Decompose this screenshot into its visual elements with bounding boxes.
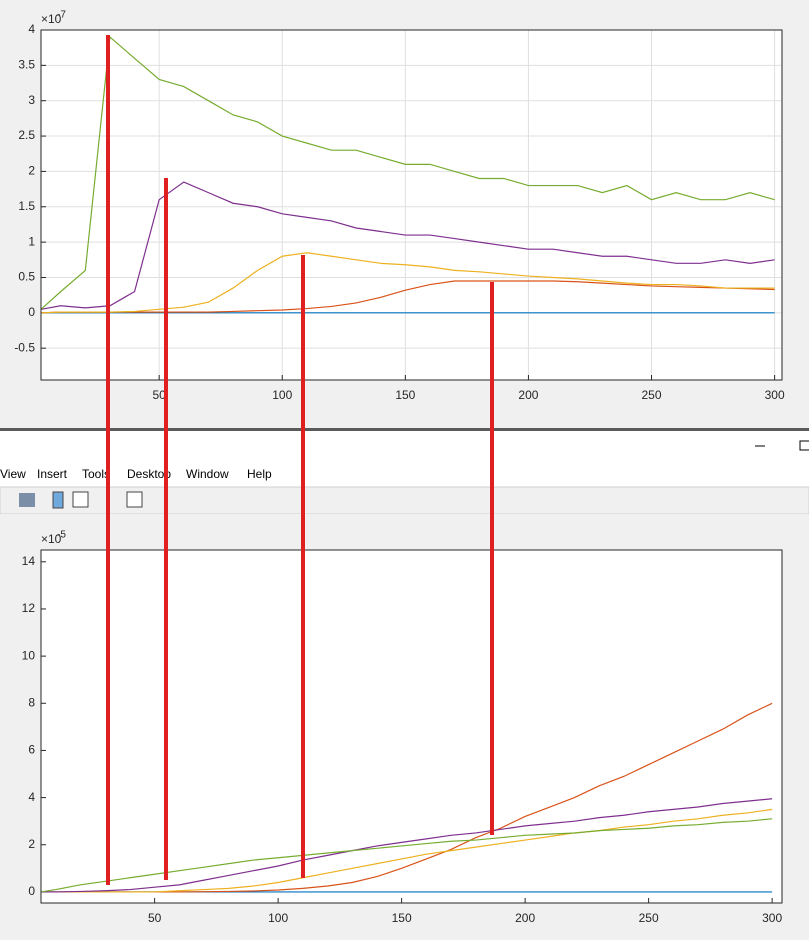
y-tick-label: 0: [28, 884, 35, 898]
x-tick-label: 50: [152, 388, 166, 402]
exponent-power: -7: [57, 10, 66, 21]
data-line: [40, 35, 775, 310]
menu-item[interactable]: Insert: [37, 467, 68, 481]
y-tick-label: 14: [22, 554, 36, 568]
y-tick-label: 1.5: [18, 199, 35, 213]
exponent-base: ×10: [41, 12, 62, 26]
y-tick-label: 10: [22, 648, 36, 662]
x-tick-label: 200: [515, 911, 535, 925]
x-tick-label: 150: [395, 388, 415, 402]
x-tick-label: 200: [518, 388, 538, 402]
x-tick-label: 250: [642, 388, 662, 402]
x-tick-label: 50: [148, 911, 162, 925]
axes-box: [40, 29, 783, 381]
y-tick-label: 0: [28, 305, 35, 319]
y-tick-label: 12: [22, 601, 36, 615]
legend-icon[interactable]: [72, 491, 89, 508]
toolbar: [0, 486, 809, 515]
exponent-power: -5: [57, 530, 66, 541]
menu-item[interactable]: Window: [186, 467, 229, 481]
plot-area: [41, 550, 782, 903]
red-annotations: [106, 35, 494, 885]
data-line: [40, 280, 775, 314]
y-tick-label: -0.5: [14, 340, 35, 354]
y-tick-label: 4: [28, 22, 35, 36]
x-tick-label: 300: [762, 911, 782, 925]
colorbar-icon[interactable]: [52, 491, 64, 509]
menu-item[interactable]: View: [0, 467, 26, 481]
exponent-base: ×10: [41, 532, 62, 546]
data-line: [40, 252, 775, 314]
window-border: [0, 428, 809, 431]
y-tick-label: 3.5: [18, 58, 35, 72]
y-tick-label: 4: [28, 790, 35, 804]
x-tick-label: 250: [639, 911, 659, 925]
data-line: [41, 808, 773, 893]
menu-item[interactable]: Desktop: [127, 467, 171, 481]
axes-box: [40, 549, 783, 904]
y-tick-label: 0.5: [18, 270, 35, 284]
plot-area: [41, 30, 782, 380]
x-tick-label: 100: [268, 911, 288, 925]
y-tick-label: 2: [28, 837, 35, 851]
y-tick-label: 2: [28, 164, 35, 178]
y-tick-label: 1: [28, 234, 35, 248]
x-tick-label: 300: [765, 388, 785, 402]
y-tick-label: 3: [28, 93, 35, 107]
title-bar: [0, 431, 809, 461]
x-tick-label: 150: [392, 911, 412, 925]
menu-item[interactable]: Tools: [82, 467, 110, 481]
y-tick-label: 2.5: [18, 128, 35, 142]
data-line: [41, 798, 773, 893]
data-line: [40, 181, 775, 310]
panel-icon[interactable]: [126, 491, 143, 508]
data-line: [40, 818, 773, 893]
print-icon[interactable]: [19, 493, 35, 507]
x-tick-label: 100: [272, 388, 292, 402]
menu-bar: [0, 461, 809, 487]
menu-item[interactable]: Help: [247, 467, 272, 481]
maximize-button[interactable]: [799, 440, 809, 451]
y-tick-label: 6: [28, 743, 35, 757]
y-tick-label: 8: [28, 695, 35, 709]
